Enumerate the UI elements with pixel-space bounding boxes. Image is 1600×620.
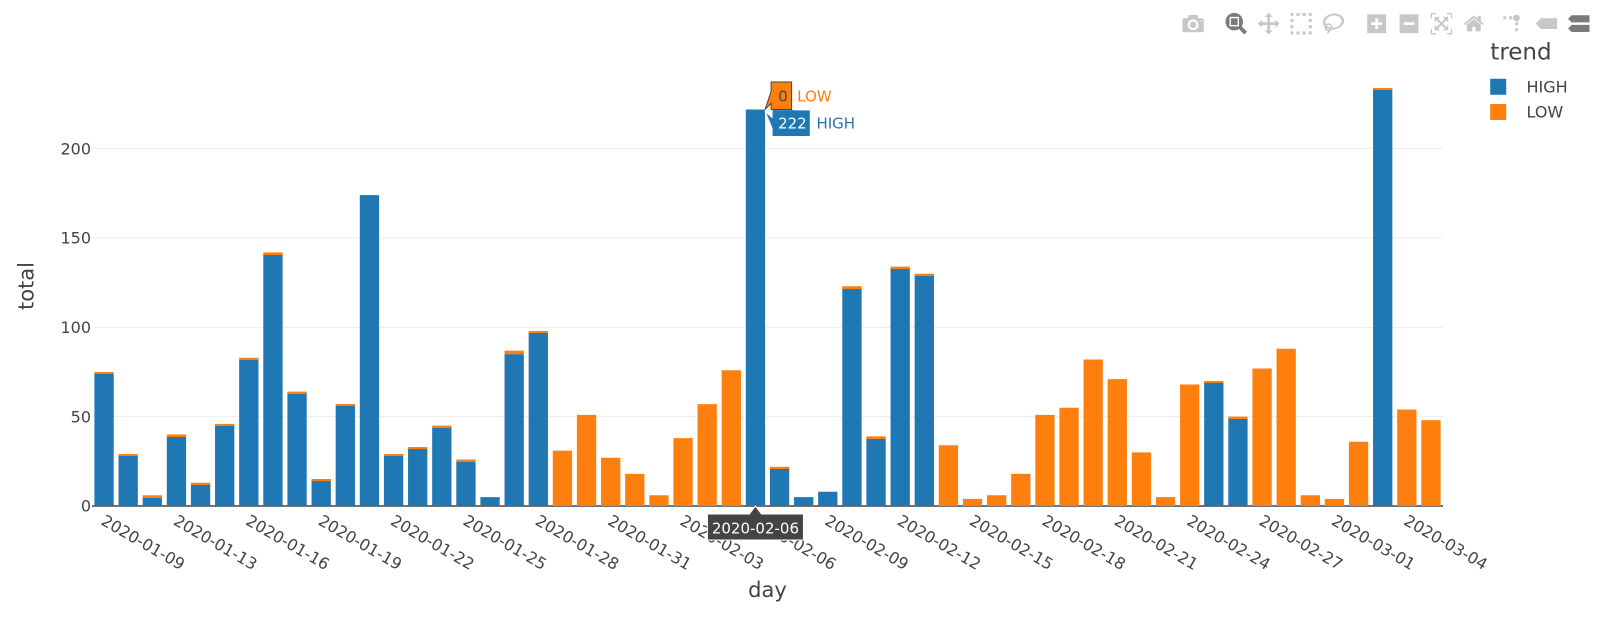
svg-text:day: day: [748, 578, 787, 602]
svg-text:HIGH: HIGH: [1527, 78, 1568, 97]
svg-text:total: total: [15, 262, 39, 310]
svg-text:LOW: LOW: [1527, 103, 1564, 122]
svg-text:trend: trend: [1490, 40, 1551, 66]
